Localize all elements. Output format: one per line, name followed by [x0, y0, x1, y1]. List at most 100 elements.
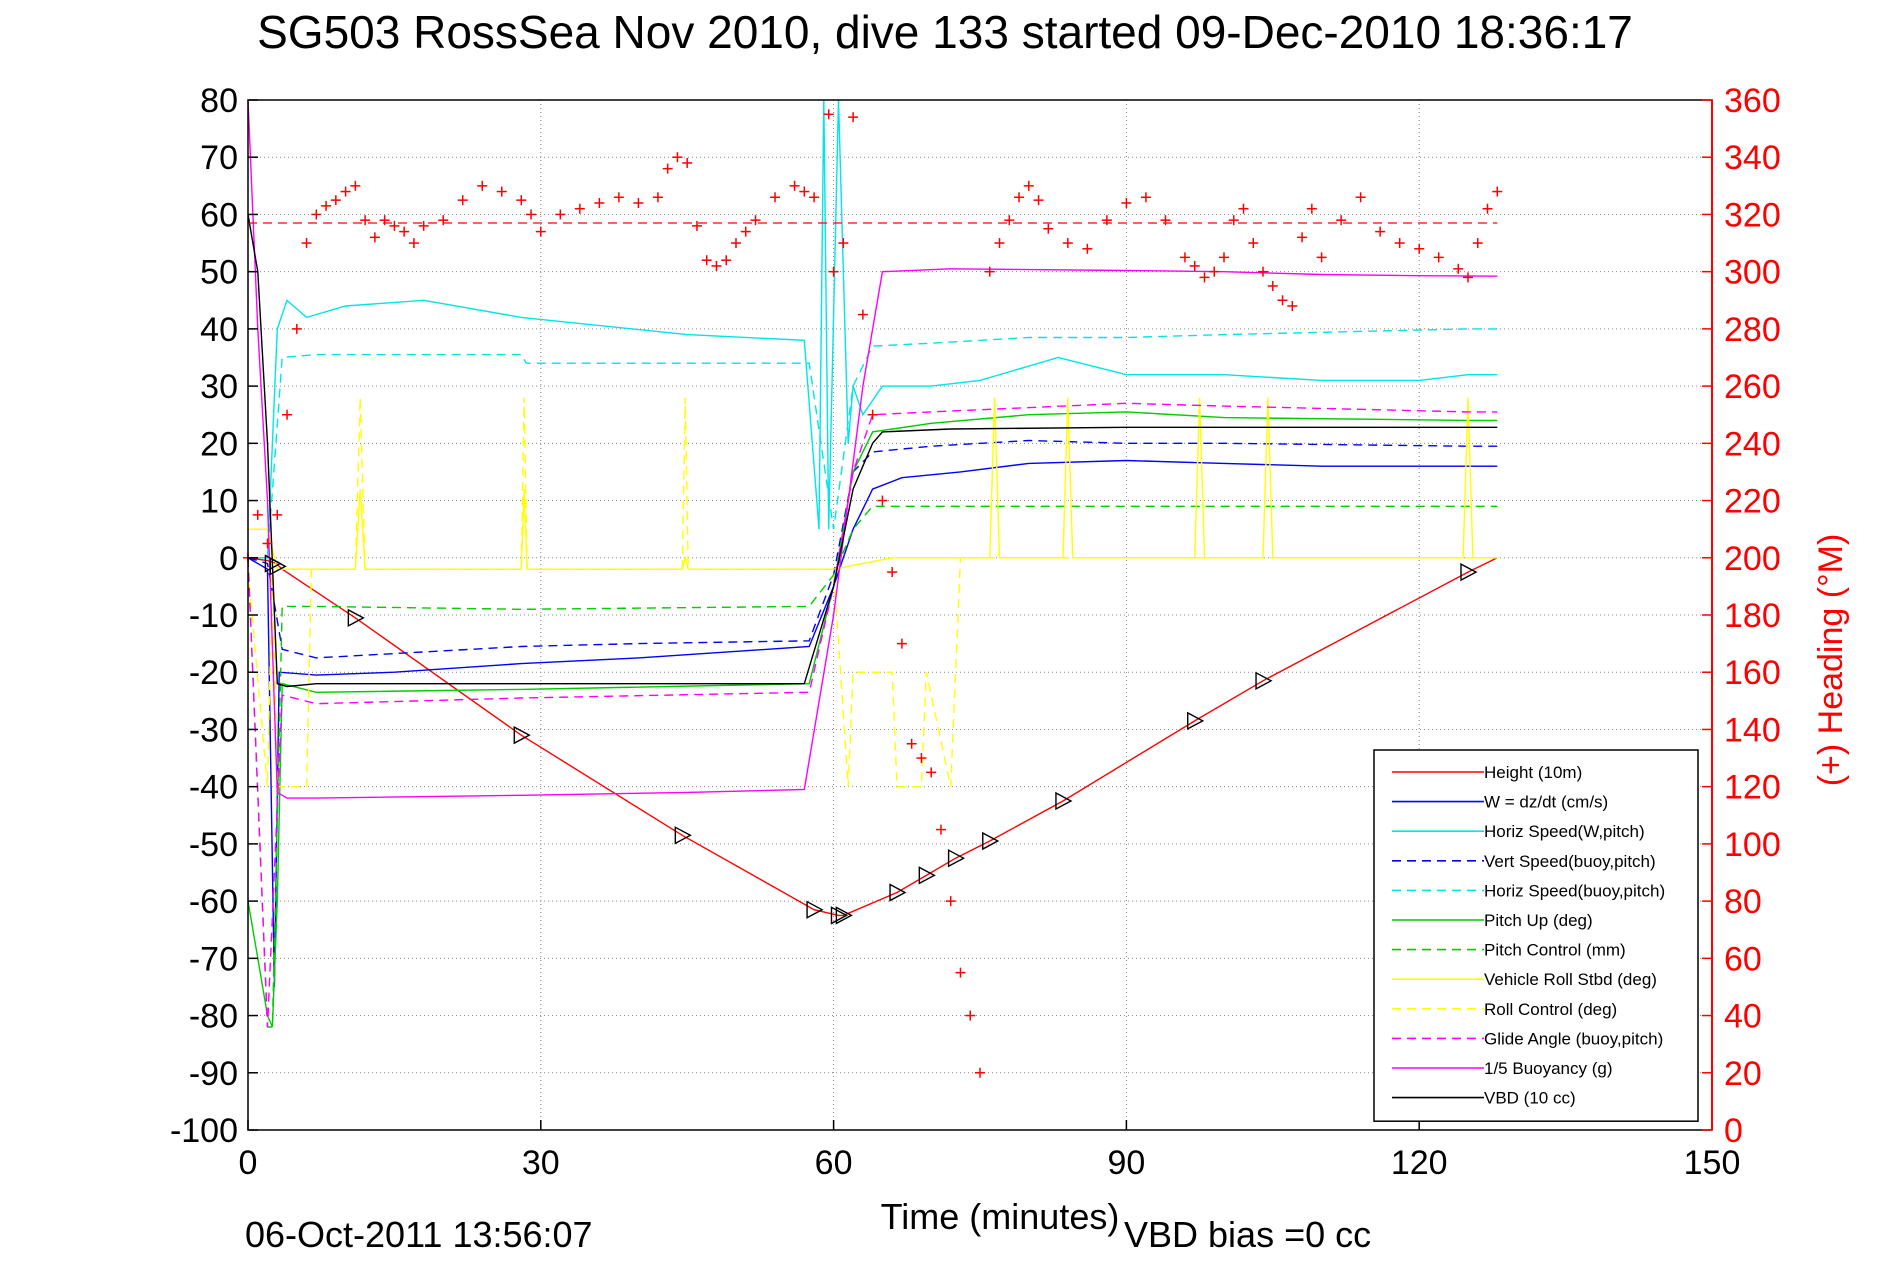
right-y-tick-label: 200	[1724, 540, 1781, 578]
footer-vbd-bias: VBD bias =0 cc	[1124, 1214, 1371, 1255]
heading-point	[379, 215, 390, 226]
heading-point	[477, 180, 488, 191]
heading-point	[360, 215, 371, 226]
heading-point	[1179, 252, 1190, 263]
heading-point	[945, 896, 956, 907]
heading-point	[457, 195, 468, 206]
heading-point	[1082, 243, 1093, 254]
heading-point	[799, 186, 810, 197]
heading-point	[652, 192, 663, 203]
y-tick-label: -50	[189, 826, 238, 864]
legend-entry: Vert Speed(buoy,pitch)	[1484, 852, 1656, 871]
y-tick-label: -90	[189, 1055, 238, 1093]
heading-point	[369, 232, 380, 243]
right-y-tick-label: 140	[1724, 711, 1781, 749]
y-tick-label: -80	[189, 998, 238, 1036]
heading-point	[1062, 238, 1073, 249]
vbd-marker	[269, 557, 287, 576]
right-y-tick-label: 40	[1724, 998, 1762, 1036]
heading-point	[1101, 215, 1112, 226]
heading-point	[1189, 260, 1200, 271]
heading-point	[935, 824, 946, 835]
x-tick-label: 60	[815, 1144, 853, 1182]
right-y-tick-label: 160	[1724, 654, 1781, 692]
heading-point	[848, 112, 859, 123]
heading-point	[838, 238, 849, 249]
y-tick-label: 30	[200, 368, 238, 406]
heading-point	[1258, 266, 1269, 277]
heading-point	[389, 220, 400, 231]
heading-point	[1316, 252, 1327, 263]
heading-point	[330, 195, 341, 206]
heading-point	[789, 180, 800, 191]
heading-point	[955, 967, 966, 978]
y-tick-label: 70	[200, 139, 238, 177]
right-y-tick-label: 60	[1724, 940, 1762, 978]
heading-point	[965, 1010, 976, 1021]
heading-point	[1287, 301, 1298, 311]
vbd-marker	[918, 866, 936, 885]
heading-point	[1228, 215, 1239, 226]
heading-point	[867, 409, 878, 420]
heading-point	[1033, 195, 1044, 206]
heading-point	[1043, 223, 1054, 234]
right-y-tick-label: 100	[1724, 826, 1781, 864]
heading-point	[496, 186, 507, 197]
heading-point	[857, 309, 868, 320]
vbd-marker	[947, 849, 966, 868]
heading-point	[877, 495, 888, 506]
y-tick-label: -10	[189, 597, 238, 635]
heading-point	[1248, 238, 1259, 249]
vbd-marker	[347, 608, 365, 628]
x-axis-label: Time (minutes)	[881, 1196, 1120, 1237]
legend-entry: Horiz Speed(buoy,pitch)	[1484, 881, 1665, 900]
legend-entry: Pitch Up (deg)	[1484, 911, 1593, 930]
heading-point	[399, 226, 410, 237]
series-line-pitch-control-mm-	[247, 505, 1498, 1028]
y-tick-label: -20	[189, 654, 238, 692]
heading-point	[1394, 238, 1405, 249]
heading-point	[1463, 272, 1473, 283]
heading-point	[1492, 186, 1503, 197]
right-y-tick-label: 220	[1724, 483, 1781, 521]
vbd-marker	[513, 726, 531, 745]
vbd-marker	[1255, 671, 1273, 690]
heading-point	[321, 200, 332, 211]
vbd-marker	[1187, 711, 1205, 731]
series-line-vbd-10-cc-	[247, 214, 1498, 688]
legend: Height (10m) W = dz/dt (cm/s) Horiz Speed(…	[1373, 749, 1699, 1122]
heading-point	[672, 152, 683, 163]
legend-entry: W = dz/dt (cm/s)	[1484, 793, 1608, 812]
legend-entry: VBD (10 cc)	[1484, 1089, 1576, 1108]
y-tick-label: 40	[200, 311, 238, 349]
y-tick-label: -40	[189, 769, 238, 807]
y-tick-label: 20	[200, 425, 238, 463]
vbd-marker	[1460, 562, 1478, 582]
y-tick-label: 10	[200, 483, 238, 521]
heading-point	[555, 209, 566, 220]
heading-point	[823, 109, 834, 120]
heading-point	[662, 163, 673, 174]
vbd-marker	[835, 906, 853, 925]
x-tick-label: 0	[239, 1144, 258, 1182]
heading-point	[301, 238, 312, 249]
heading-point	[282, 409, 293, 420]
heading-point	[1023, 180, 1034, 191]
heading-point	[1219, 252, 1229, 263]
vbd-marker	[806, 900, 824, 919]
heading-point	[438, 215, 449, 226]
legend-entry: Roll Control (deg)	[1484, 1000, 1617, 1019]
y-tick-label: 60	[200, 196, 238, 234]
legend-entry: Horiz Speed(W,pitch)	[1484, 822, 1645, 841]
series-line-horiz-speed-buoy-pitch-	[248, 328, 1498, 559]
heading-point	[1121, 198, 1132, 208]
vbd-marker	[889, 883, 907, 902]
y-tick-label: -100	[170, 1112, 238, 1150]
heading-point	[252, 509, 263, 520]
right-y-axis-label: (+) Heading (°M)	[1812, 534, 1850, 787]
heading-point	[633, 198, 644, 208]
vbd-marker	[674, 826, 692, 845]
series-line-w-dz-dt-cm-s-	[247, 459, 1498, 987]
heading-point	[1414, 243, 1425, 254]
